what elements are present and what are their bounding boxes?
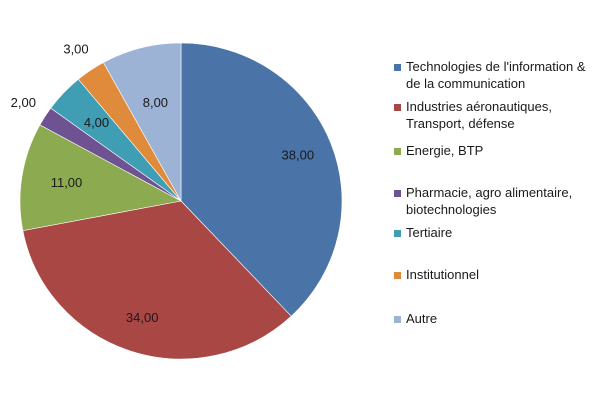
legend-item: Industries aéronautiques, Transport, déf… xyxy=(394,98,552,132)
legend-label: Technologies de l'information & de la co… xyxy=(406,59,586,91)
legend-item: Autre xyxy=(394,310,437,327)
legend-label: Industries aéronautiques, Transport, déf… xyxy=(406,99,552,131)
legend-label: Energie, BTP xyxy=(406,143,484,158)
legend-swatch xyxy=(394,64,401,71)
pie-data-labels: 38,00 34,00 11,00 2,00 4,00 3,00 8,00 xyxy=(11,41,314,325)
pie-data-label: 38,00 xyxy=(282,148,315,163)
legend-item: Tertiaire xyxy=(394,224,452,241)
pie-slices xyxy=(19,42,343,360)
legend-swatch xyxy=(394,316,401,323)
legend-item: Energie, BTP xyxy=(394,142,483,159)
pie-data-label: 11,00 xyxy=(51,175,83,190)
legend-item: Pharmacie, agro alimentaire, biotechnolo… xyxy=(394,184,572,218)
legend-swatch xyxy=(394,148,401,155)
pie-slice xyxy=(19,124,182,231)
pie-slice xyxy=(180,42,343,317)
legend-swatch xyxy=(394,230,401,237)
legend-swatch xyxy=(394,104,401,111)
legend-label: Institutionnel xyxy=(406,267,479,282)
legend-label: Tertiaire xyxy=(406,225,453,240)
pie-data-label: 2,00 xyxy=(11,95,36,110)
legend-label: Pharmacie, agro alimentaire, biotechnolo… xyxy=(406,185,573,217)
pie-data-label: 3,00 xyxy=(63,41,88,56)
legend-item: Technologies de l'information & de la co… xyxy=(394,58,586,92)
pie-data-label: 4,00 xyxy=(84,115,109,130)
pie-data-label: 8,00 xyxy=(143,95,168,110)
pie-slice xyxy=(22,200,292,360)
legend-swatch xyxy=(394,190,401,197)
pie-data-label: 34,00 xyxy=(126,310,159,325)
legend-item: Institutionnel xyxy=(394,266,479,283)
pie-slice xyxy=(103,42,182,203)
legend-label: Autre xyxy=(406,311,438,326)
legend-swatch xyxy=(394,272,401,279)
